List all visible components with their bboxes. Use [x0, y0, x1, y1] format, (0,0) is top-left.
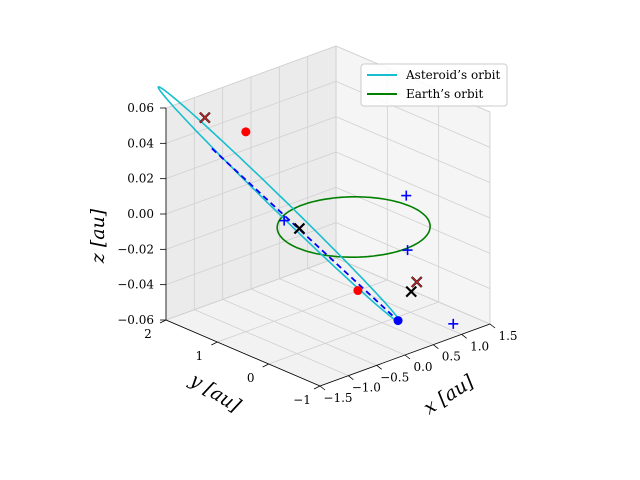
red-cross-marker — [199, 112, 211, 124]
y-tick-mark — [262, 363, 269, 368]
grid-line-z — [165, 80, 337, 144]
grid-line-z — [335, 186, 491, 254]
y-axis-label: y [au] — [185, 368, 245, 417]
legend: Asteroid’s orbit Earth’s orbit — [360, 63, 508, 107]
z-tick-label: 0.06 — [127, 101, 154, 115]
y-tick-label: 0 — [247, 371, 255, 385]
black-cross-marker — [405, 285, 418, 298]
red-point-marker — [241, 127, 251, 137]
grid-line-z — [165, 186, 337, 250]
x-tick-mark — [376, 365, 382, 370]
y-tick-mark — [211, 341, 218, 346]
x-axis-label: x [au] — [420, 370, 479, 419]
x-tick-label: 0.0 — [413, 360, 432, 374]
blue-plus-marker — [402, 245, 413, 256]
z-tick-label: 0.02 — [127, 172, 154, 186]
x-tick-mark — [319, 385, 326, 391]
y-tick-mark — [159, 319, 167, 324]
grid-line-z — [165, 222, 337, 286]
z-axis-label: z [au] — [87, 208, 109, 264]
x-tick-label: −1.5 — [323, 391, 352, 405]
x-tick-mark — [404, 354, 411, 360]
blue-plus-marker — [448, 318, 459, 329]
x-tick-mark — [489, 323, 496, 329]
y-tick-label: 1 — [196, 349, 204, 363]
x-tick-mark — [348, 375, 354, 380]
grid-line-z — [335, 151, 491, 219]
x-tick-mark — [461, 334, 467, 339]
blue-plus-marker — [401, 190, 412, 201]
y-tick-label: 2 — [144, 327, 152, 341]
z-tick-label: 0.00 — [127, 207, 154, 221]
black-cross-marker — [293, 222, 306, 235]
z-tick-label: 0.04 — [127, 136, 154, 150]
y-tick-label: −1 — [293, 393, 311, 407]
x-tick-mark — [433, 344, 439, 349]
grid-line-x — [250, 288, 406, 356]
grid-lines — [165, 45, 491, 387]
red-point-marker — [353, 286, 363, 296]
x-tick-label: 1.0 — [470, 339, 489, 353]
grid-line-z — [335, 116, 491, 184]
y-tick-mark — [313, 385, 321, 390]
grid-line-y — [268, 301, 439, 365]
legend-label-asteroid: Asteroid’s orbit — [405, 68, 500, 82]
grid-line-x — [222, 298, 377, 366]
grid-line-z — [165, 116, 337, 180]
grid-line-z — [165, 151, 337, 215]
red-cross-marker-stroke — [411, 276, 423, 288]
tick-labels: −1.5−1.0−0.5 0.0 0.5 1.0 1.5 −1 0 1 2 0.06 0.04 0.0… — [117, 101, 517, 407]
black-cross-marker-stroke — [405, 285, 418, 298]
x-tick-label: 1.5 — [498, 329, 517, 343]
z-tick-label: −0.04 — [117, 278, 154, 292]
red-cross-marker — [411, 276, 423, 288]
x-tick-label: −0.5 — [380, 370, 409, 384]
blue-plus-marker — [279, 215, 290, 226]
legend-box — [360, 63, 508, 107]
legend-label-earth: Earth’s orbit — [406, 87, 483, 101]
data-marks — [157, 86, 459, 329]
x-tick-label: 0.5 — [442, 350, 461, 364]
black-cross-marker-stroke — [293, 222, 306, 235]
x-tick-label: −1.0 — [352, 381, 381, 395]
z-tick-label: −0.06 — [117, 313, 154, 327]
earth-orbit-line — [276, 196, 431, 259]
grid-line-x — [279, 278, 434, 346]
blue-point-marker — [393, 316, 403, 326]
grid-line-z — [335, 222, 491, 290]
grid-line-x — [194, 309, 349, 377]
grid-line-z — [165, 45, 337, 109]
z-tick-label: −0.02 — [117, 242, 154, 256]
transfer-line — [211, 147, 399, 322]
red-cross-marker-stroke — [199, 112, 211, 124]
grid-line-z — [165, 257, 337, 321]
y-axis-line — [165, 319, 321, 387]
asteroid-orbit-line — [157, 86, 402, 324]
